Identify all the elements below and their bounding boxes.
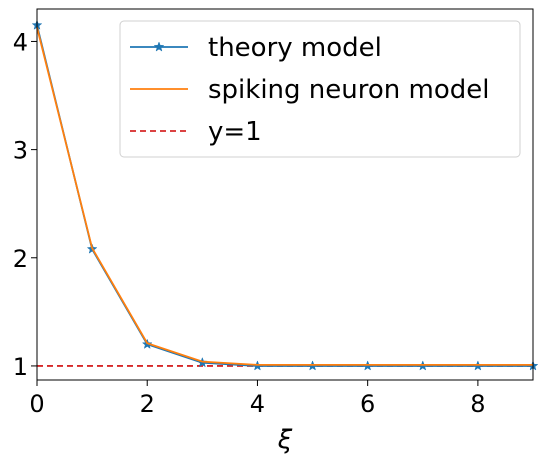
x-axis-label: ξ [277,425,293,455]
legend: theory model spiking neuron model y=1 [119,20,521,158]
legend-box [119,20,521,158]
series-line-1 [36,27,533,366]
x-tick-label: 2 [140,390,155,418]
y-tick-label: 2 [13,245,28,273]
axis-ticks: 0 2 4 6 8 1 2 3 4 [13,28,486,418]
x-tick-label: 4 [250,390,265,418]
legend-label-1: spiking neuron model [208,75,489,105]
legend-label-2: y=1 [208,117,262,147]
x-tick-label: 0 [29,390,44,418]
x-tick-label: 8 [470,390,485,418]
legend-marker-0 [153,41,165,52]
y-tick-label: 1 [13,353,28,381]
legend-label-0: theory model [208,33,382,63]
x-tick-label: 6 [360,390,375,418]
axes-frame [36,8,534,381]
y-tick-label: 3 [13,137,28,165]
y-tick-label: 4 [13,28,28,56]
